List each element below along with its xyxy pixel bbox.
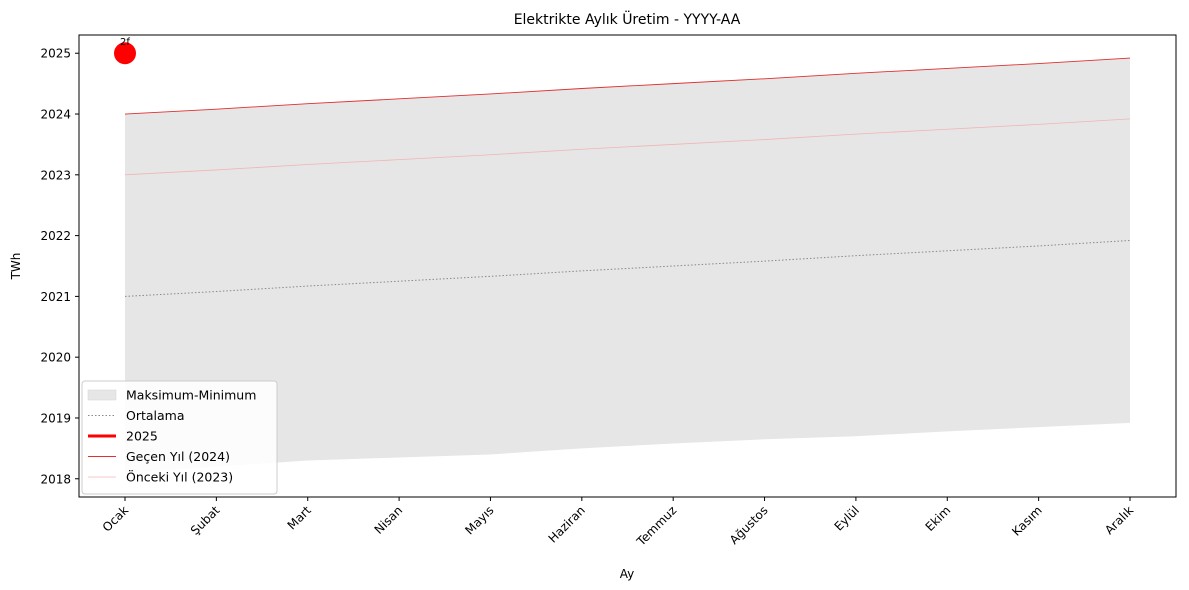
chart-title: Elektrikte Aylık Üretim - YYYY-AA bbox=[514, 10, 741, 28]
legend-label-3: Geçen Yıl (2024) bbox=[126, 449, 230, 464]
series-1-point-0 bbox=[114, 42, 136, 65]
band-maksimum-minimum bbox=[125, 58, 1130, 473]
x-tick-label-8: Eylül bbox=[832, 503, 862, 533]
x-tick-label-10: Kasım bbox=[1009, 503, 1045, 539]
legend-swatch-0 bbox=[87, 389, 117, 401]
x-tick-label-7: Ağustos bbox=[727, 503, 771, 547]
x-tick-label-2: Mart bbox=[285, 503, 314, 532]
y-tick-label-2019: 2019 bbox=[40, 411, 71, 425]
plot-frame bbox=[78, 34, 1177, 498]
plot-area: 2f bbox=[114, 37, 1131, 473]
y-tick-label-2020: 2020 bbox=[40, 351, 71, 365]
legend: Maksimum-Minimum Ortalama 2025 Geçen Yıl (2… bbox=[81, 380, 278, 495]
y-tick-label-2024: 2024 bbox=[40, 108, 71, 122]
x-tick-label-1: Şubat bbox=[188, 503, 223, 538]
y-axis-label: TWh bbox=[9, 253, 23, 281]
legend-label-2: 2025 bbox=[126, 429, 158, 444]
legend-label-1: Ortalama bbox=[126, 408, 185, 423]
x-tick-label-0: Ocak bbox=[100, 503, 131, 534]
x-tick-label-5: Haziran bbox=[546, 503, 588, 545]
series-2-line bbox=[124, 57, 1131, 115]
y-tick-label-2021: 2021 bbox=[40, 290, 71, 304]
x-axis-label: Ay bbox=[620, 567, 635, 581]
point-annotation: 2f bbox=[120, 37, 130, 48]
x-tick-label-9: Ekim bbox=[923, 503, 954, 534]
legend-label-4: Önceki Yıl (2023) bbox=[126, 469, 233, 485]
y-tick-label-2025: 2025 bbox=[40, 47, 71, 61]
y-tick-label-2018: 2018 bbox=[40, 472, 71, 486]
y-tick-label-2022: 2022 bbox=[40, 229, 71, 243]
legend-label-0: Maksimum-Minimum bbox=[126, 388, 256, 403]
x-tick-label-11: Aralık bbox=[1102, 503, 1136, 537]
x-tick-label-4: Mayıs bbox=[462, 503, 496, 537]
x-tick-label-6: Temmuz bbox=[633, 503, 679, 549]
y-tick-label-2023: 2023 bbox=[40, 168, 71, 182]
x-tick-label-3: Nisan bbox=[372, 503, 406, 537]
series-3-line bbox=[124, 118, 1131, 176]
legend-box bbox=[81, 380, 278, 495]
